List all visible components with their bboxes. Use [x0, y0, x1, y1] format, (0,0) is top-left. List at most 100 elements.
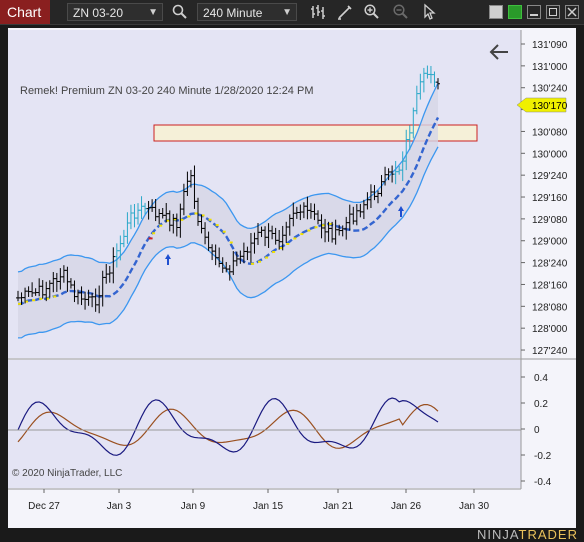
close-button[interactable] [565, 5, 579, 19]
date-tick-label: Jan 15 [253, 501, 283, 512]
signal-dot [265, 256, 269, 259]
up-arrow-icon [165, 254, 171, 265]
zoom-out-icon[interactable] [392, 3, 410, 21]
chart-canvas[interactable]: 131'090 131'000 130'240 130'080 130'000 129'2… [8, 28, 576, 528]
oscillator-tick-label: 0.2 [534, 399, 548, 410]
date-tick-label: Dec 27 [28, 501, 60, 512]
signal-dot [39, 297, 43, 300]
chart-toolbar: Chart ZN 03-20 ▼ 240 Minute ▼ [0, 0, 584, 25]
price-tick-label: 129'080 [532, 215, 568, 226]
signal-dot [173, 218, 177, 221]
signal-dot [152, 232, 156, 235]
price-tick-label: 130'000 [532, 149, 568, 160]
chevron-down-icon: ▼ [282, 7, 292, 18]
search-icon[interactable] [171, 3, 189, 21]
signal-dot [222, 230, 226, 233]
pointer-icon[interactable] [420, 3, 438, 21]
price-tick-label: 128'000 [532, 324, 568, 335]
back-arrow-icon[interactable] [489, 44, 508, 60]
price-tick-label: 130'240 [532, 84, 568, 95]
signal-dot [286, 242, 290, 245]
signal-dot [201, 214, 205, 217]
chart-tab[interactable]: Chart [0, 0, 50, 24]
signal-dot [180, 218, 184, 221]
oscillator-tick-label: -0.4 [534, 477, 552, 488]
chart-title: Remek! Premium ZN 03-20 240 Minute 1/28/… [20, 85, 313, 97]
signal-dot [307, 229, 311, 232]
chevron-down-icon: ▼ [148, 7, 158, 18]
brand-trader: TRADER [518, 527, 578, 542]
signal-dot [279, 247, 283, 250]
up-arrow-icon [398, 206, 404, 217]
oscillator-lines [17, 397, 439, 456]
signal-dot [215, 224, 219, 227]
oscillator-tick-label: 0.4 [534, 373, 548, 384]
signal-dot [46, 297, 50, 300]
signal-dots [18, 212, 332, 305]
bar-style-icon[interactable] [309, 3, 327, 21]
link-color-button[interactable] [508, 5, 522, 19]
interval-selector[interactable]: 240 Minute ▼ [197, 3, 297, 21]
brand-ninja: NINJA [476, 527, 519, 542]
date-tick-label: Jan 21 [323, 501, 353, 512]
signal-dot [159, 224, 163, 227]
signal-dot [250, 262, 254, 265]
signal-dot [300, 233, 304, 236]
price-tick-label: 128'160 [532, 280, 568, 291]
ninjatrader-logo: NINJATRADER [477, 527, 578, 542]
signal-dot [187, 215, 191, 218]
signal-dot [208, 218, 212, 221]
oscillator-panel [8, 360, 521, 488]
window-color-button[interactable] [489, 5, 503, 19]
band-area [18, 83, 438, 338]
price-tick-label: 129'160 [532, 193, 568, 204]
bollinger-band-lines [17, 82, 439, 339]
signal-dot [314, 226, 318, 229]
resistance-zone[interactable] [153, 124, 478, 142]
oscillator-tick-label: -0.2 [534, 451, 552, 462]
maximize-button[interactable] [546, 5, 560, 19]
price-bars [16, 65, 440, 314]
signal-dot [166, 219, 170, 222]
interval-label: 240 Minute [203, 6, 263, 20]
price-tick-label: 129'000 [532, 237, 568, 248]
signal-dot [18, 302, 21, 305]
ma-dashed-line [17, 116, 440, 306]
oscillator-slow-line [17, 404, 439, 449]
oscillator-tick-label: 0 [534, 425, 540, 436]
price-tick-label: 131'000 [532, 62, 568, 73]
instrument-selector[interactable]: ZN 03-20 ▼ [67, 3, 163, 21]
date-tick-label: Jan 9 [181, 501, 206, 512]
price-tick-label: 129'240 [532, 171, 568, 182]
price-tick-label: 130'080 [532, 127, 568, 138]
signal-dot [194, 212, 198, 215]
signal-dot [272, 250, 276, 253]
current-price-label: 130'170 [532, 101, 568, 112]
date-tick-label: Jan 26 [391, 501, 421, 512]
price-tick-label: 127'240 [532, 346, 568, 357]
signal-dot [25, 300, 29, 303]
price-tick-label: 128'080 [532, 302, 568, 313]
date-tick-label: Jan 30 [459, 501, 489, 512]
signal-dot-red [148, 237, 153, 240]
current-price-badge: 130'170 [516, 97, 568, 113]
signal-dot [321, 224, 325, 227]
instrument-label: ZN 03-20 [73, 6, 124, 20]
copyright-text: © 2020 NinjaTrader, LLC [12, 468, 122, 479]
signal-arrows [165, 206, 404, 265]
bollinger-band-fill [18, 83, 438, 338]
price-tick-label: 128'240 [532, 259, 568, 270]
oscillator-axis: 0.4 0.2 0 -0.2 -0.4 [521, 373, 552, 488]
moving-average-line [17, 116, 440, 306]
close-icon [567, 7, 577, 17]
price-tick-label: 131'090 [532, 40, 568, 51]
signal-dot [32, 299, 36, 302]
zoom-in-icon[interactable] [363, 3, 381, 21]
minimize-button[interactable] [527, 5, 541, 19]
drawing-tool-icon[interactable] [336, 3, 354, 21]
oscillator-fast-line [17, 397, 439, 456]
signal-dot [258, 260, 261, 263]
date-tick-label: Jan 3 [107, 501, 132, 512]
upper-band-line [17, 82, 439, 273]
signal-dot [293, 237, 297, 240]
